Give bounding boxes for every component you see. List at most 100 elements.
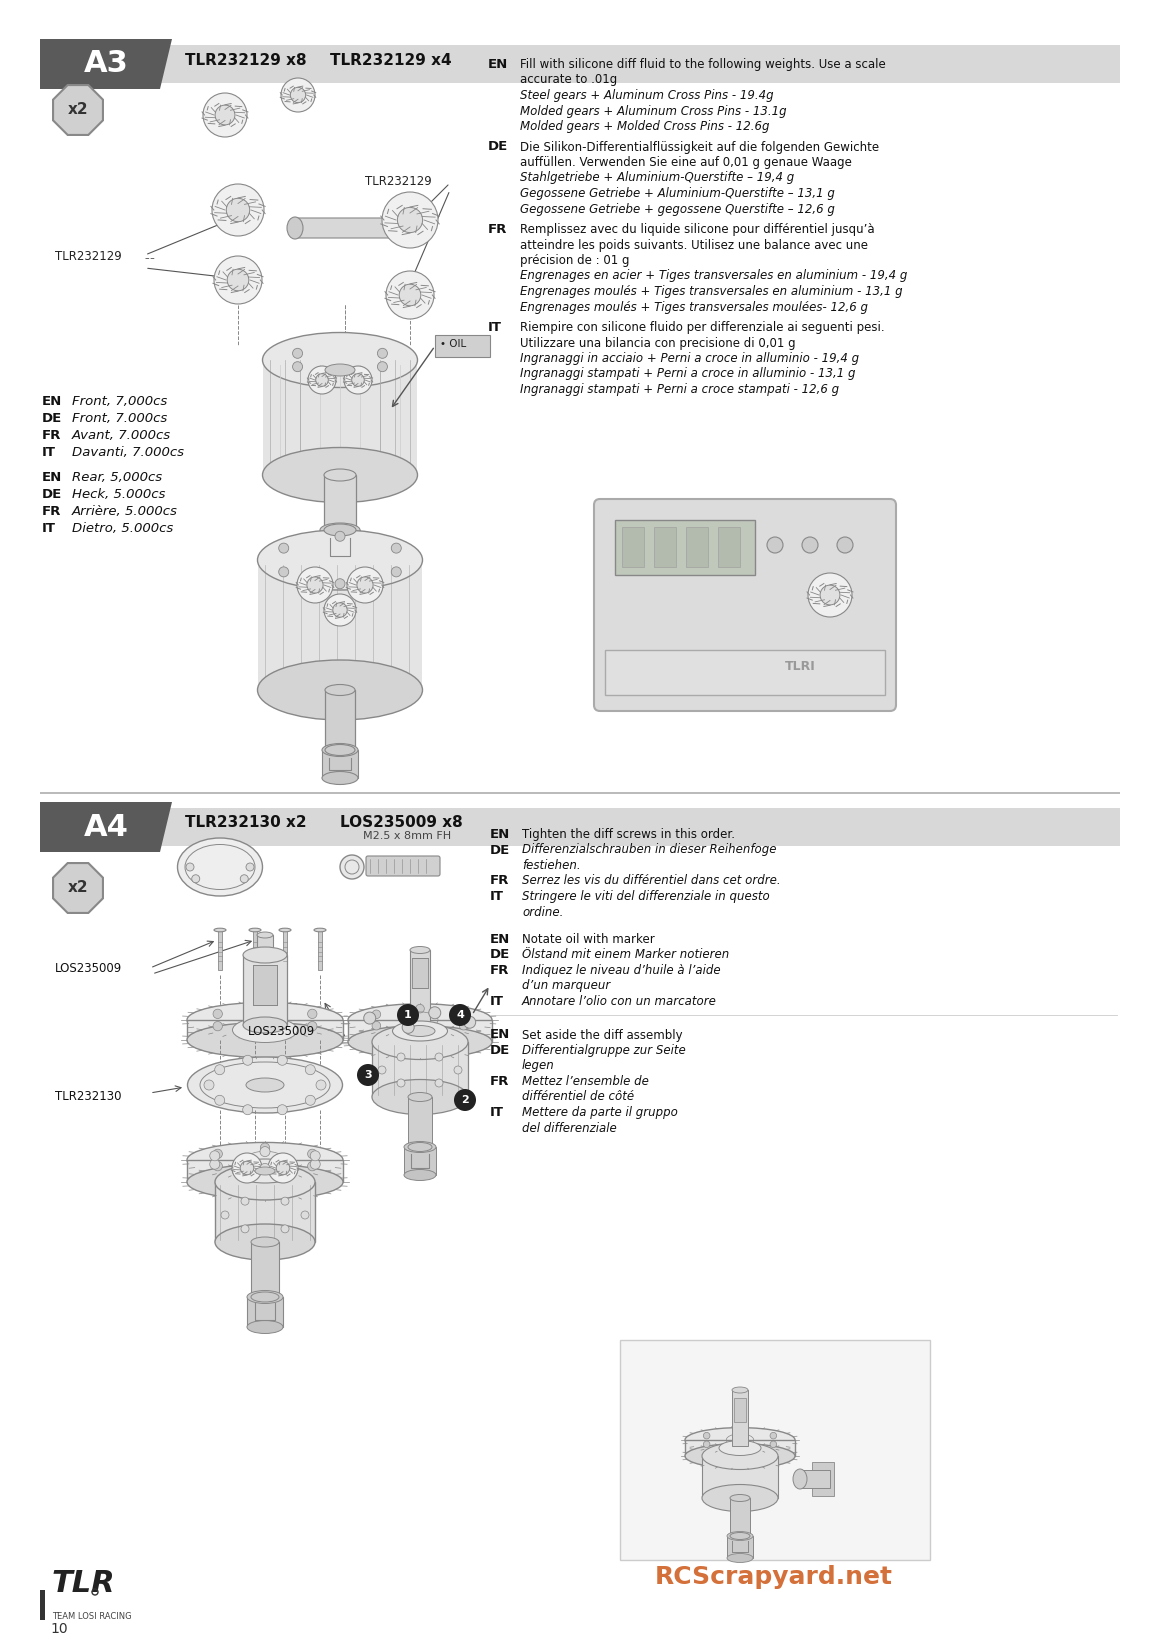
Ellipse shape [243,1017,287,1033]
Text: Stringere le viti del differenziale in questo: Stringere le viti del differenziale in q… [522,891,769,904]
Ellipse shape [246,1290,283,1303]
Bar [734,1398,746,1423]
Text: DE: DE [491,948,510,961]
Circle shape [391,543,401,553]
Circle shape [352,373,364,386]
Bar [732,1390,747,1445]
Ellipse shape [187,1023,342,1058]
Polygon shape [53,863,103,913]
Circle shape [213,1021,222,1031]
Text: A4: A4 [83,812,128,841]
Ellipse shape [404,1141,436,1152]
Bar [320,530,360,565]
Text: FR: FR [488,223,508,236]
Bar [283,930,287,971]
Bar [258,560,422,691]
Text: Differenzialschrauben in dieser Reihenfoge: Differenzialschrauben in dieser Reihenfo… [522,843,776,856]
Text: FR: FR [491,1076,509,1089]
Circle shape [358,1064,379,1085]
Bar [799,1470,830,1488]
Circle shape [202,93,246,138]
Bar [622,527,644,566]
Text: FR: FR [42,429,61,442]
Circle shape [377,362,388,372]
Ellipse shape [410,946,430,953]
Text: Notate oil with marker: Notate oil with marker [522,933,655,946]
Circle shape [260,1003,270,1012]
Circle shape [459,1021,467,1030]
Circle shape [310,1159,320,1169]
Ellipse shape [392,1021,448,1041]
Circle shape [397,1053,405,1061]
Bar [702,1455,778,1498]
Text: EN: EN [491,933,510,946]
Bar [412,958,428,989]
Text: LOS235009 x8: LOS235009 x8 [340,815,463,830]
Circle shape [377,349,388,359]
Ellipse shape [373,1079,467,1115]
Text: Front, 7.000cs: Front, 7.000cs [72,413,168,426]
Circle shape [278,1056,287,1066]
Text: Gegossene Getriebe + gegossene Querstifte – 12,6 g: Gegossene Getriebe + gegossene Querstift… [519,203,835,216]
Ellipse shape [732,1387,747,1393]
Ellipse shape [727,1554,753,1562]
Ellipse shape [325,684,355,696]
Text: Ingranaggi in acciaio + Perni a croce in alluminio - 19,4 g: Ingranaggi in acciaio + Perni a croce in… [519,352,860,365]
Bar [654,527,676,566]
Text: Avant, 7.000cs: Avant, 7.000cs [72,429,171,442]
Ellipse shape [287,218,303,239]
Bar [40,1590,45,1621]
Text: TLR232129: TLR232129 [56,250,121,264]
Text: Davanti, 7.000cs: Davanti, 7.000cs [72,445,184,458]
Bar [718,527,740,566]
Ellipse shape [251,1292,279,1301]
Ellipse shape [386,218,403,239]
Text: Differentialgruppe zur Seite: Differentialgruppe zur Seite [522,1044,686,1058]
Text: Engrenages moulés + Tiges transversales moulées- 12,6 g: Engrenages moulés + Tiges transversales … [519,301,868,314]
Text: DE: DE [491,843,510,856]
Ellipse shape [215,1164,315,1200]
Circle shape [241,1161,253,1175]
Text: LOS235009: LOS235009 [248,1025,315,1038]
Text: IT: IT [488,321,502,334]
Bar [40,792,1120,794]
Ellipse shape [246,1079,283,1092]
Text: Remplissez avec du liquide silicone pour différentiel jusqu’à: Remplissez avec du liquide silicone pour… [519,223,875,236]
Text: précision de : 01 g: précision de : 01 g [519,254,629,267]
Circle shape [260,1146,270,1157]
Text: TLR232130 x2: TLR232130 x2 [185,815,307,830]
Circle shape [308,1162,317,1170]
Text: Engrenages en acier + Tiges transversales en aluminium - 19,4 g: Engrenages en acier + Tiges transversale… [519,270,907,283]
Circle shape [373,1010,381,1018]
Bar [730,1498,750,1536]
Ellipse shape [215,1224,315,1260]
Text: atteindre les poids suivants. Utilisez une balance avec une: atteindre les poids suivants. Utilisez u… [519,239,868,252]
Text: A3: A3 [83,49,128,79]
Text: Set aside the diff assembly: Set aside the diff assembly [522,1028,683,1041]
Ellipse shape [404,1169,436,1180]
Circle shape [293,362,303,372]
Bar [253,964,277,1005]
Text: LOS235009: LOS235009 [56,963,123,976]
Circle shape [305,1095,316,1105]
Circle shape [268,1152,299,1184]
Text: RCScrapyard.net: RCScrapyard.net [655,1565,893,1590]
Circle shape [415,1026,425,1036]
Circle shape [344,367,373,395]
Text: Ingranaggi stampati + Perni a croce in alluminio - 13,1 g: Ingranaggi stampati + Perni a croce in a… [519,367,855,380]
Ellipse shape [233,1018,297,1043]
Text: • OIL: • OIL [440,339,466,349]
Circle shape [382,192,439,247]
Text: del differenziale: del differenziale [522,1121,617,1134]
Circle shape [415,1005,425,1013]
Ellipse shape [257,931,273,938]
Circle shape [281,1224,289,1233]
Text: festiehen.: festiehen. [522,859,581,873]
Text: Ingranaggi stampati + Perni a croce stampati - 12,6 g: Ingranaggi stampati + Perni a croce stam… [519,383,839,396]
Text: TLR: TLR [52,1568,116,1598]
Text: 4: 4 [456,1010,464,1020]
Text: DE: DE [42,413,62,426]
FancyBboxPatch shape [293,218,397,237]
Bar [187,1020,342,1039]
Ellipse shape [702,1485,778,1511]
